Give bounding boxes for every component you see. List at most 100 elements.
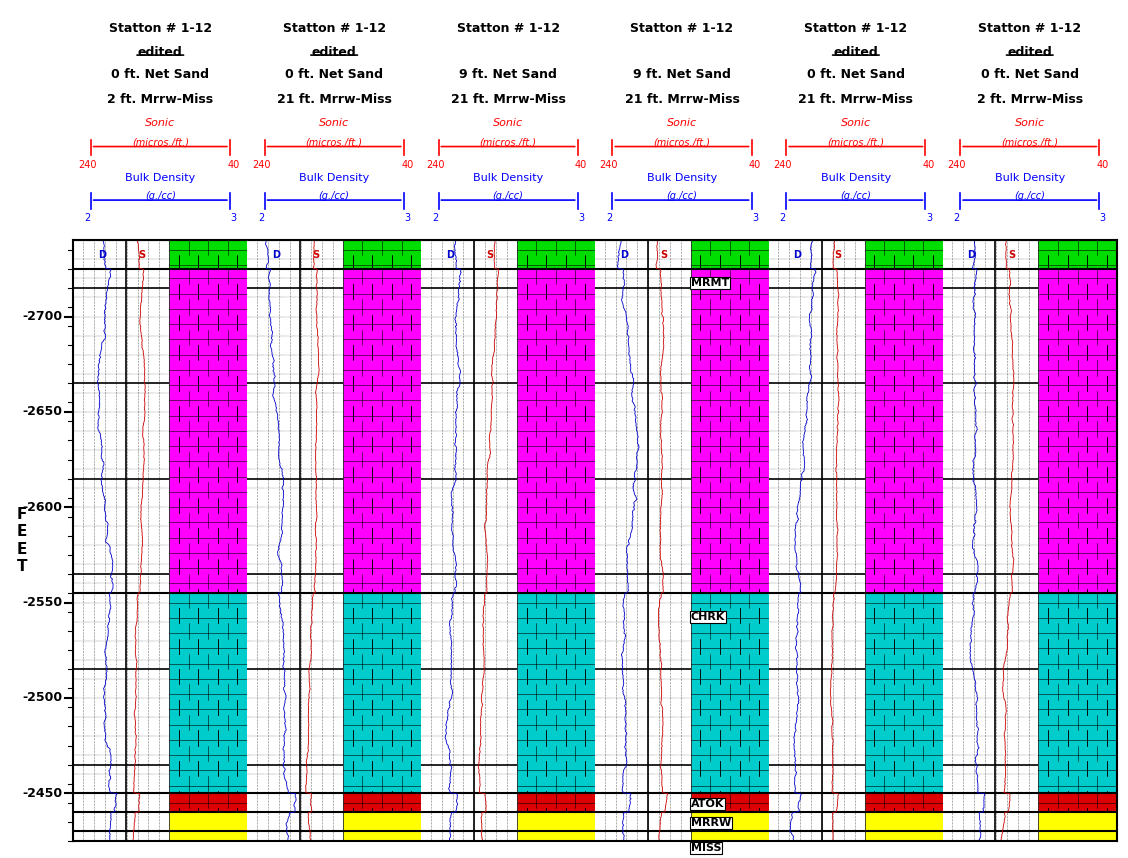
Bar	[690, 793, 769, 813]
Text: CHRK: CHRK	[690, 612, 725, 622]
Text: D: D	[794, 250, 802, 260]
Bar	[1039, 831, 1117, 841]
Text: D: D	[619, 250, 627, 260]
Text: Sonic: Sonic	[667, 118, 697, 128]
Bar	[864, 240, 943, 269]
Text: S: S	[312, 250, 319, 260]
Text: (g./cc): (g./cc)	[1014, 191, 1046, 201]
Bar	[169, 240, 247, 269]
Text: 0 ft. Net Sand: 0 ft. Net Sand	[285, 69, 384, 82]
Text: 240: 240	[425, 160, 444, 170]
Bar	[1039, 240, 1117, 269]
Text: 9 ft. Net Sand: 9 ft. Net Sand	[633, 69, 731, 82]
Bar	[343, 813, 421, 831]
Text: (g./cc): (g./cc)	[144, 191, 176, 201]
Text: S: S	[1008, 250, 1015, 260]
Text: 240: 240	[948, 160, 966, 170]
Text: edited: edited	[311, 46, 356, 59]
Text: edited: edited	[1007, 46, 1052, 59]
Text: edited: edited	[834, 46, 879, 59]
Text: 0 ft. Net Sand: 0 ft. Net Sand	[980, 69, 1078, 82]
Bar	[864, 269, 943, 593]
Bar	[169, 831, 247, 841]
Text: (micros./ft.): (micros./ft.)	[132, 137, 188, 148]
Text: D: D	[968, 250, 976, 260]
Text: 2: 2	[779, 214, 786, 223]
Text: 0 ft. Net Sand: 0 ft. Net Sand	[807, 69, 905, 82]
Text: 21 ft. Mrrw-Miss: 21 ft. Mrrw-Miss	[276, 93, 391, 106]
Text: 2: 2	[432, 214, 438, 223]
Text: (g./cc): (g./cc)	[667, 191, 697, 201]
Text: (micros./ft.): (micros./ft.)	[1002, 137, 1058, 148]
Text: (micros./ft.): (micros./ft.)	[653, 137, 711, 148]
Text: 21 ft. Mrrw-Miss: 21 ft. Mrrw-Miss	[450, 93, 565, 106]
Text: (micros./ft.): (micros./ft.)	[479, 137, 537, 148]
Text: ATOK: ATOK	[690, 799, 724, 809]
Text: 21 ft. Mrrw-Miss: 21 ft. Mrrw-Miss	[625, 93, 740, 106]
Text: Sonic: Sonic	[319, 118, 350, 128]
Text: S: S	[139, 250, 146, 260]
Text: (g./cc): (g./cc)	[493, 191, 523, 201]
Bar	[1039, 269, 1117, 593]
Bar	[517, 269, 596, 593]
Bar	[517, 593, 596, 793]
Text: 3: 3	[1100, 214, 1105, 223]
Bar	[690, 593, 769, 793]
Text: -2650: -2650	[23, 405, 62, 419]
Text: Bulk Density: Bulk Density	[821, 173, 891, 184]
Bar	[864, 813, 943, 831]
Text: 240: 240	[78, 160, 97, 170]
Bar	[517, 813, 596, 831]
Bar	[169, 269, 247, 593]
Text: S: S	[835, 250, 841, 260]
Text: 3: 3	[404, 214, 411, 223]
Bar	[517, 793, 596, 813]
Text: Sonic: Sonic	[840, 118, 871, 128]
Text: -2700: -2700	[23, 310, 62, 323]
Text: (g./cc): (g./cc)	[319, 191, 350, 201]
Text: 240: 240	[600, 160, 618, 170]
Bar	[1039, 813, 1117, 831]
Text: (g./cc): (g./cc)	[840, 191, 871, 201]
Text: MRMT: MRMT	[690, 278, 729, 288]
Text: 40: 40	[227, 160, 239, 170]
Text: MRRW: MRRW	[690, 818, 731, 828]
Text: 3: 3	[926, 214, 932, 223]
Text: edited: edited	[138, 46, 183, 59]
Text: Sonic: Sonic	[146, 118, 175, 128]
Text: 21 ft. Mrrw-Miss: 21 ft. Mrrw-Miss	[799, 93, 914, 106]
Bar	[343, 240, 421, 269]
Text: 40: 40	[1096, 160, 1109, 170]
Bar	[864, 831, 943, 841]
Text: 2: 2	[85, 214, 90, 223]
Text: 40: 40	[923, 160, 935, 170]
Text: Statton # 1-12: Statton # 1-12	[108, 21, 212, 34]
Text: (micros./ft.): (micros./ft.)	[827, 137, 884, 148]
Bar	[517, 831, 596, 841]
Text: -2550: -2550	[23, 596, 62, 609]
Bar	[690, 240, 769, 269]
Bar	[690, 813, 769, 831]
Bar	[169, 793, 247, 813]
Bar	[864, 793, 943, 813]
Bar	[1039, 793, 1117, 813]
Text: Bulk Density: Bulk Density	[646, 173, 717, 184]
Text: Sonic: Sonic	[493, 118, 523, 128]
Text: 3: 3	[752, 214, 758, 223]
Text: Bulk Density: Bulk Density	[473, 173, 544, 184]
Bar	[864, 593, 943, 793]
Text: 2: 2	[258, 214, 264, 223]
Text: -2600: -2600	[23, 501, 62, 514]
Text: Statton # 1-12: Statton # 1-12	[457, 21, 559, 34]
Text: 2: 2	[953, 214, 960, 223]
Text: 0 ft. Net Sand: 0 ft. Net Sand	[112, 69, 210, 82]
Bar	[1039, 593, 1117, 793]
Bar	[343, 831, 421, 841]
Text: 2 ft. Mrrw-Miss: 2 ft. Mrrw-Miss	[977, 93, 1083, 106]
Text: 40: 40	[402, 160, 413, 170]
Bar	[690, 831, 769, 841]
Bar	[690, 269, 769, 593]
Text: Statton # 1-12: Statton # 1-12	[283, 21, 386, 34]
Text: 3: 3	[230, 214, 237, 223]
Bar	[517, 240, 596, 269]
